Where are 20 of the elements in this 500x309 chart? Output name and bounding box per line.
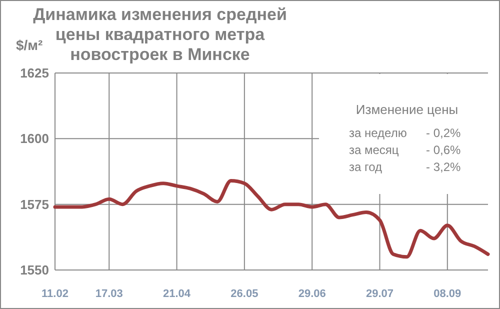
annotation: - 0,2% — [426, 126, 462, 140]
x-tick-label: 26.05 — [230, 288, 258, 300]
x-tick-label: 08.09 — [434, 288, 462, 300]
y-tick-label: 1575 — [20, 196, 49, 212]
y-tick-label: 1600 — [20, 131, 49, 146]
x-tick-label: 29.07 — [366, 288, 394, 300]
annotation: - 0,6% — [426, 143, 462, 157]
x-tick-label: 21.04 — [163, 288, 192, 300]
annotation: за месяц — [349, 143, 399, 157]
y-tick-label: 1625 — [20, 66, 49, 81]
annotation: Изменение цены — [356, 102, 458, 117]
annotation: - 3,2% — [426, 160, 462, 174]
annotation: за неделю — [349, 126, 407, 140]
x-tick-label: 11.02 — [42, 288, 68, 300]
y-tick-label: 1550 — [20, 262, 49, 278]
line-series — [53, 178, 490, 259]
annotation: за год — [349, 160, 382, 174]
x-tick-label: 17.03 — [95, 288, 123, 300]
y-axis-title: $/м² — [16, 37, 44, 53]
x-tick-label: 29.06 — [298, 288, 326, 300]
